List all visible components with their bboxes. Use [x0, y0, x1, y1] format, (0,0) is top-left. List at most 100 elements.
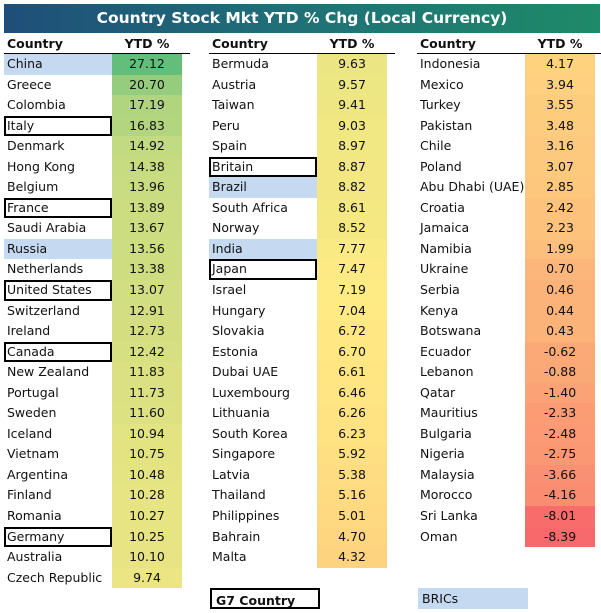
country-cell: Thailand [212, 487, 266, 503]
table-row: Denmark 14.92 [4, 136, 190, 157]
country-cell: Mexico [420, 76, 464, 92]
country-cell: Luxembourg [212, 384, 290, 400]
country-cell: India [209, 238, 317, 260]
country-cell: Abu Dhabi (UAE) [420, 179, 525, 195]
ytd-value-cell: -8.39 [525, 526, 595, 548]
ytd-value-cell: 7.19 [317, 280, 387, 301]
table-row: Peru 9.03 [209, 115, 395, 137]
ytd-value-cell: 2.23 [525, 218, 595, 239]
ytd-value-cell: 6.72 [317, 321, 387, 342]
ytd-value-cell: 3.16 [525, 136, 595, 157]
table-row: Latvia 5.38 [209, 464, 395, 486]
country-cell: Ukraine [420, 261, 469, 277]
country-cell: Germany [4, 526, 112, 548]
ytd-value-cell: 13.96 [112, 177, 182, 198]
ytd-value-cell: 3.07 [525, 156, 595, 178]
table-row: Colombia 17.19 [4, 95, 190, 116]
ytd-value-cell: 9.41 [317, 95, 387, 116]
table-row: India 7.77 [209, 238, 395, 260]
country-cell: Vietnam [7, 446, 60, 462]
ytd-value-cell: 11.60 [112, 403, 182, 424]
table-row: South Africa 8.61 [209, 197, 395, 219]
country-cell: Hungary [212, 302, 266, 318]
country-cell: Lithuania [212, 405, 270, 421]
ytd-value-cell: 3.55 [525, 95, 595, 116]
country-cell: Sri Lanka [420, 508, 478, 524]
ytd-value-cell: 9.03 [317, 115, 387, 137]
ytd-value-cell: 4.70 [317, 526, 387, 548]
table-row: Dubai UAE 6.61 [209, 362, 395, 383]
table-row: Thailand 5.16 [209, 485, 395, 507]
ytd-value-cell: 6.70 [317, 341, 387, 363]
ytd-value-cell: 6.61 [317, 362, 387, 383]
country-cell: Philippines [212, 508, 280, 524]
country-cell: Chile [420, 138, 452, 154]
country-cell: Colombia [7, 97, 66, 113]
ytd-value-cell: 8.52 [317, 218, 387, 239]
country-cell: Qatar [420, 384, 456, 400]
table-row: Bahrain 4.70 [209, 526, 395, 548]
country-cell: Hong Kong [7, 158, 75, 174]
table-row: Oman -8.39 [417, 526, 601, 548]
country-cell: France [4, 197, 112, 219]
country-cell: Bulgaria [420, 425, 472, 441]
table-header: Country YTD % Chg [4, 35, 190, 69]
ytd-value-cell: 6.23 [317, 423, 387, 445]
table-row: Bermuda 9.63 [209, 54, 395, 75]
table-row: Croatia 2.42 [417, 197, 601, 219]
ytd-value-cell: 10.25 [112, 526, 182, 548]
ytd-value-cell: -8.01 [525, 506, 595, 527]
ytd-value-cell: -2.33 [525, 403, 595, 424]
ytd-value-cell: 12.42 [112, 341, 182, 363]
ytd-value-cell: 0.46 [525, 280, 595, 301]
country-cell: South Korea [212, 425, 288, 441]
table-row: Bulgaria -2.48 [417, 423, 601, 445]
country-cell: Iceland [7, 425, 53, 441]
country-cell: Canada [4, 341, 112, 363]
ytd-value-cell: 11.73 [112, 382, 182, 404]
table-row: Mauritius -2.33 [417, 403, 601, 424]
ytd-value-cell: 10.28 [112, 485, 182, 507]
ytd-value-cell: 17.19 [112, 95, 182, 116]
table-row: Argentina 10.48 [4, 464, 190, 486]
table-row: Hong Kong 14.38 [4, 156, 190, 178]
table-row: Switzerland 12.91 [4, 300, 190, 322]
ytd-value-cell: -2.75 [525, 444, 595, 465]
table-row: Pakistan 3.48 [417, 115, 601, 137]
table-row: France 13.89 [4, 197, 190, 219]
country-cell: Peru [212, 117, 240, 133]
table-row: Belgium 13.96 [4, 177, 190, 198]
country-cell: Taiwan [212, 97, 255, 113]
country-cell: Slovakia [212, 323, 265, 339]
table-row: Australia 10.10 [4, 547, 190, 568]
ytd-value-cell: 3.48 [525, 115, 595, 137]
country-cell: Australia [7, 549, 63, 565]
country-cell: Nigeria [420, 446, 465, 462]
table-row: Kenya 0.44 [417, 300, 601, 322]
country-cell: Malta [212, 549, 247, 565]
table-row: Qatar -1.40 [417, 382, 601, 404]
table-row: Greece 20.70 [4, 74, 190, 96]
country-cell: Poland [420, 158, 462, 174]
header-country: Country [7, 36, 63, 51]
table-row: Hungary 7.04 [209, 300, 395, 322]
ytd-value-cell: 6.46 [317, 382, 387, 404]
table-row: Ecuador -0.62 [417, 341, 601, 363]
country-cell: Spain [212, 138, 247, 154]
table-row: Morocco -4.16 [417, 485, 601, 507]
header-country: Country [212, 36, 268, 51]
country-cell: Serbia [420, 282, 460, 298]
ytd-value-cell: 13.56 [112, 238, 182, 260]
country-cell: Bahrain [212, 528, 261, 544]
header-ytd: YTD % Chg [329, 36, 375, 69]
table-row: Nigeria -2.75 [417, 444, 601, 465]
table-row: United States 13.07 [4, 280, 190, 301]
table-row: Japan 7.47 [209, 259, 395, 281]
ytd-value-cell: 8.87 [317, 156, 387, 178]
table-row: Estonia 6.70 [209, 341, 395, 363]
country-cell: Malaysia [420, 466, 475, 482]
table-row: Czech Republic 9.74 [4, 567, 190, 589]
country-cell: Latvia [212, 466, 251, 482]
